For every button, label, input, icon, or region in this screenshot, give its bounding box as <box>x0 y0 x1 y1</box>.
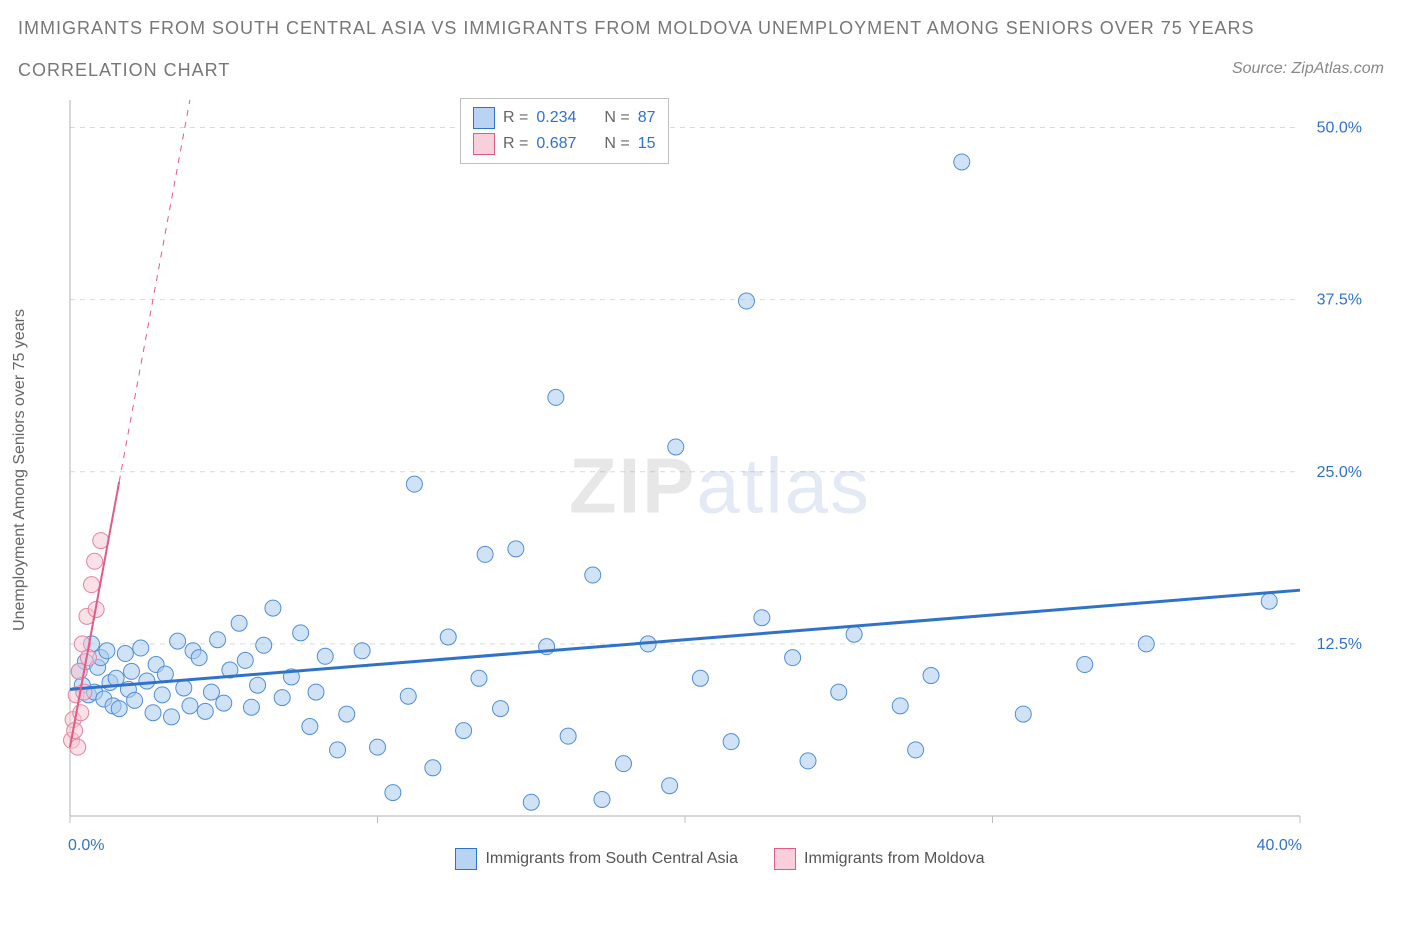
legend-n-label: N = <box>604 131 629 157</box>
legend-swatch-blue <box>455 848 477 870</box>
legend-item-label: Immigrants from South Central Asia <box>485 850 738 868</box>
legend-n-value: 15 <box>638 131 656 157</box>
legend-swatch-pink <box>774 848 796 870</box>
legend-swatch-blue <box>473 107 495 129</box>
correlation-legend: R = 0.234 N = 87 R = 0.687 N = 15 <box>460 98 669 164</box>
svg-text:12.5%: 12.5% <box>1317 636 1362 653</box>
series-legend: Immigrants from South Central Asia Immig… <box>60 848 1380 870</box>
scatter-svg: 12.5%25.0%37.5%50.0%0.0%40.0% <box>60 96 1380 876</box>
svg-text:37.5%: 37.5% <box>1317 292 1362 309</box>
chart-subtitle: CORRELATION CHART <box>18 60 230 81</box>
svg-text:25.0%: 25.0% <box>1317 464 1362 481</box>
legend-n-label: N = <box>604 105 629 131</box>
legend-row: R = 0.687 N = 15 <box>473 131 656 157</box>
legend-r-value: 0.234 <box>536 105 576 131</box>
legend-swatch-pink <box>473 133 495 155</box>
source-label: Source: ZipAtlas.com <box>1232 60 1384 78</box>
legend-r-value: 0.687 <box>536 131 576 157</box>
legend-item-pink: Immigrants from Moldova <box>774 848 985 870</box>
legend-r-label: R = <box>503 131 528 157</box>
legend-n-value: 87 <box>638 105 656 131</box>
plot-area: 12.5%25.0%37.5%50.0%0.0%40.0% ZIPatlas R… <box>60 96 1380 876</box>
legend-item-label: Immigrants from Moldova <box>804 850 985 868</box>
svg-text:50.0%: 50.0% <box>1317 120 1362 137</box>
legend-item-blue: Immigrants from South Central Asia <box>455 848 738 870</box>
legend-r-label: R = <box>503 105 528 131</box>
y-axis-label: Unemployment Among Seniors over 75 years <box>11 309 29 631</box>
legend-row: R = 0.234 N = 87 <box>473 105 656 131</box>
chart-title: IMMIGRANTS FROM SOUTH CENTRAL ASIA VS IM… <box>18 18 1255 39</box>
